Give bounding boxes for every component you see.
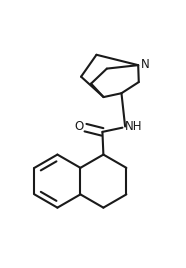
Text: NH: NH bbox=[124, 120, 142, 133]
Text: O: O bbox=[74, 120, 84, 133]
Text: N: N bbox=[141, 58, 150, 71]
